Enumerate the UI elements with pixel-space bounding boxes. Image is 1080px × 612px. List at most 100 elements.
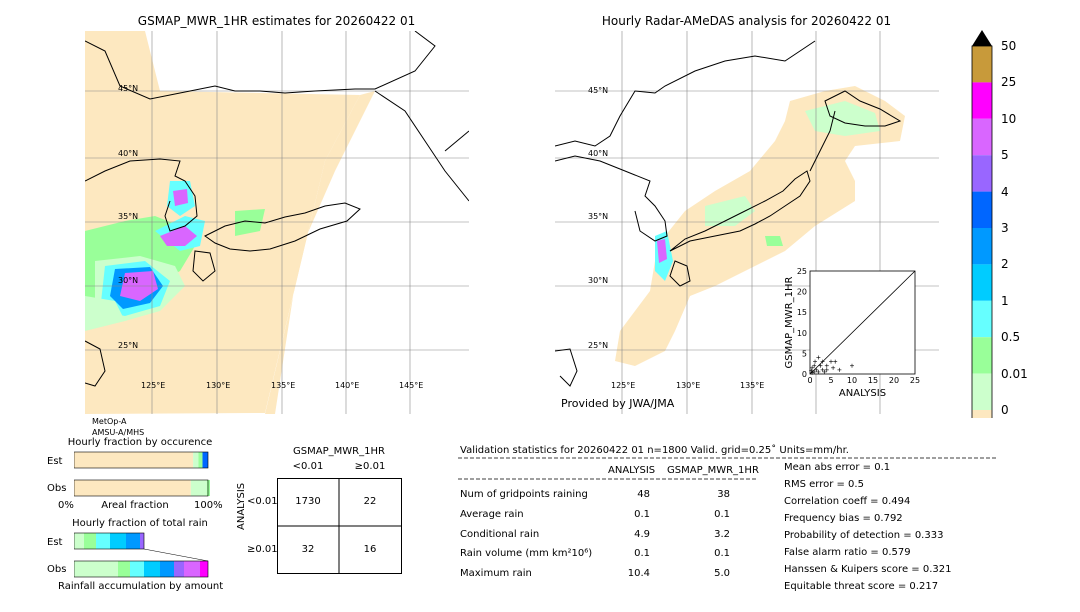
contingency-row-header: <0.01 bbox=[247, 496, 278, 507]
scatter-point bbox=[820, 359, 825, 364]
scatter-ylabel: GSMAP_MWR_1HR bbox=[784, 277, 795, 369]
occurence-bar-segment bbox=[74, 480, 191, 496]
colorbar-label: 10 bbox=[1001, 111, 1017, 126]
fraction-total-chart bbox=[74, 532, 209, 578]
occurence-bar-segment bbox=[190, 480, 207, 496]
scatter-point bbox=[829, 359, 833, 364]
scatter-point bbox=[820, 367, 825, 372]
scatter-point bbox=[814, 367, 819, 372]
colorbar bbox=[971, 30, 993, 418]
validation-row-label: Average rain bbox=[460, 509, 524, 520]
right-map-title: Hourly Radar-AMeDAS analysis for 2026042… bbox=[601, 14, 892, 28]
contingency-grid bbox=[277, 478, 402, 574]
scatter-point bbox=[824, 367, 829, 372]
score-line: Hanssen & Kuipers score = 0.321 bbox=[784, 564, 952, 575]
col-gsmap-header: GSMAP_MWR_1HR bbox=[667, 465, 759, 476]
scatter-ytick: 15 bbox=[797, 308, 807, 317]
occurence-bar-frame bbox=[74, 451, 209, 469]
col-analysis-header: ANALYSIS bbox=[608, 465, 656, 476]
scatter-point bbox=[812, 363, 817, 368]
left-map-lon-label: 125°E bbox=[141, 381, 166, 390]
colorbar-extend-arrow bbox=[972, 30, 992, 46]
validation-row-analysis: 4.9 bbox=[634, 529, 650, 540]
scatter-point bbox=[810, 370, 815, 375]
validation-row-analysis: 10.4 bbox=[627, 568, 650, 579]
colorbar-label: 2 bbox=[1001, 257, 1009, 272]
scatter-point bbox=[831, 365, 836, 370]
score-line: False alarm ratio = 0.579 bbox=[784, 547, 911, 558]
scatter-point bbox=[818, 363, 823, 368]
left-map-title: GSMAP_MWR_1HR estimates for 20260422 01 bbox=[137, 14, 416, 28]
row-label-est: Est bbox=[47, 456, 63, 467]
row-label-obs: Obs bbox=[47, 564, 67, 575]
colorbar-segment bbox=[972, 300, 992, 338]
contingency-cell: 32 bbox=[301, 544, 315, 555]
validation-row-gsmap: 38 bbox=[717, 489, 730, 500]
right-map-lon-label: 125°E bbox=[611, 381, 636, 390]
validation-dashed-line bbox=[458, 457, 996, 459]
left-map-lon-label: 140°E bbox=[335, 381, 360, 390]
colorbar-label: 1 bbox=[1001, 293, 1009, 308]
contingency-col-header: ≥0.01 bbox=[354, 461, 386, 472]
colorbar-segment bbox=[972, 337, 992, 374]
colorbar-frame bbox=[971, 45, 993, 418]
contingency-row-header: ≥0.01 bbox=[247, 544, 278, 555]
score-line: Correlation coeff = 0.494 bbox=[784, 496, 911, 507]
occurence-bar-segment bbox=[206, 480, 210, 496]
scatter-xtick: 25 bbox=[910, 376, 920, 385]
left-map-lat-label-45: 45°N bbox=[118, 84, 139, 93]
scatter-xtick: 5 bbox=[828, 376, 833, 385]
colorbar-segment bbox=[972, 118, 992, 156]
sensor-name: AMSU-A/MHS bbox=[92, 428, 145, 437]
contingency-col-header: <0.01 bbox=[292, 461, 324, 472]
validation-row-analysis: 48 bbox=[637, 489, 650, 500]
scatter-point bbox=[850, 363, 854, 368]
scatter-ytick: 0 bbox=[802, 370, 807, 379]
validation-row-label: Num of gridpoints raining bbox=[460, 489, 588, 500]
scatter-plot: 00 5 5 10 10 15 15 20 20 25 25 ANALYSIS GSMAP_MWR_1H… bbox=[784, 267, 920, 399]
colorbar-label: 3 bbox=[1001, 221, 1009, 235]
contingency-cell: 16 bbox=[363, 544, 377, 555]
left-map-lat-label: 35°N bbox=[118, 212, 139, 221]
validation-header: Validation statistics for 20260422 01 n=… bbox=[460, 445, 849, 456]
scatter-ytick: 5 bbox=[802, 349, 807, 358]
scatter-xtick: 15 bbox=[868, 376, 878, 385]
scatter-xtick: 10 bbox=[847, 376, 857, 385]
score-line: Frequency bias = 0.792 bbox=[784, 513, 903, 524]
scatter-point bbox=[824, 363, 829, 368]
contingency-cell: 1730 bbox=[295, 496, 321, 507]
scatter-point bbox=[810, 365, 815, 370]
scatter-point bbox=[813, 359, 818, 364]
validation-row-gsmap: 3.2 bbox=[714, 529, 730, 540]
scatter-xtick: 20 bbox=[889, 376, 899, 385]
left-map-lat-label: 25°N bbox=[118, 341, 139, 350]
scatter-point bbox=[809, 368, 814, 373]
colorbar-segment bbox=[972, 264, 992, 301]
left-map-lon-label: 145°E bbox=[399, 381, 424, 390]
validation-row-gsmap: 0.1 bbox=[714, 509, 730, 520]
right-map-lon-label: 135°E bbox=[740, 381, 765, 390]
right-map-lat-label: 35°N bbox=[588, 212, 609, 221]
sensor-name: MetOp-A bbox=[92, 417, 127, 426]
validation-col-dashed bbox=[458, 478, 758, 480]
scatter-ytick: 20 bbox=[797, 288, 807, 297]
scatter-point bbox=[822, 369, 827, 374]
axis-right-label: 100% bbox=[194, 500, 223, 511]
fraction-occurence-chart bbox=[74, 451, 210, 497]
colorbar-label: 0.5 bbox=[1001, 330, 1021, 345]
validation-row-analysis: 0.1 bbox=[634, 509, 650, 520]
left-map-lat-label: 40°N bbox=[118, 149, 139, 158]
axis-mid-label: Areal fraction bbox=[101, 500, 169, 511]
right-map-lat-label: 25°N bbox=[588, 341, 609, 350]
score-line: Probability of detection = 0.333 bbox=[784, 530, 944, 541]
provider-credit: Provided by JWA/JMA bbox=[561, 397, 675, 410]
right-map-lat-label: 30°N bbox=[588, 276, 609, 285]
scatter-point bbox=[833, 359, 838, 364]
validation-row-gsmap: 0.1 bbox=[714, 548, 730, 559]
colorbar-label: 5 bbox=[1001, 148, 1009, 163]
row-label-obs: Obs bbox=[47, 483, 67, 494]
row-label-est: Est bbox=[47, 537, 63, 548]
colorbar-label: 0 bbox=[1001, 403, 1009, 417]
colorbar-segment bbox=[972, 228, 992, 265]
colorbar-segment bbox=[972, 410, 992, 418]
